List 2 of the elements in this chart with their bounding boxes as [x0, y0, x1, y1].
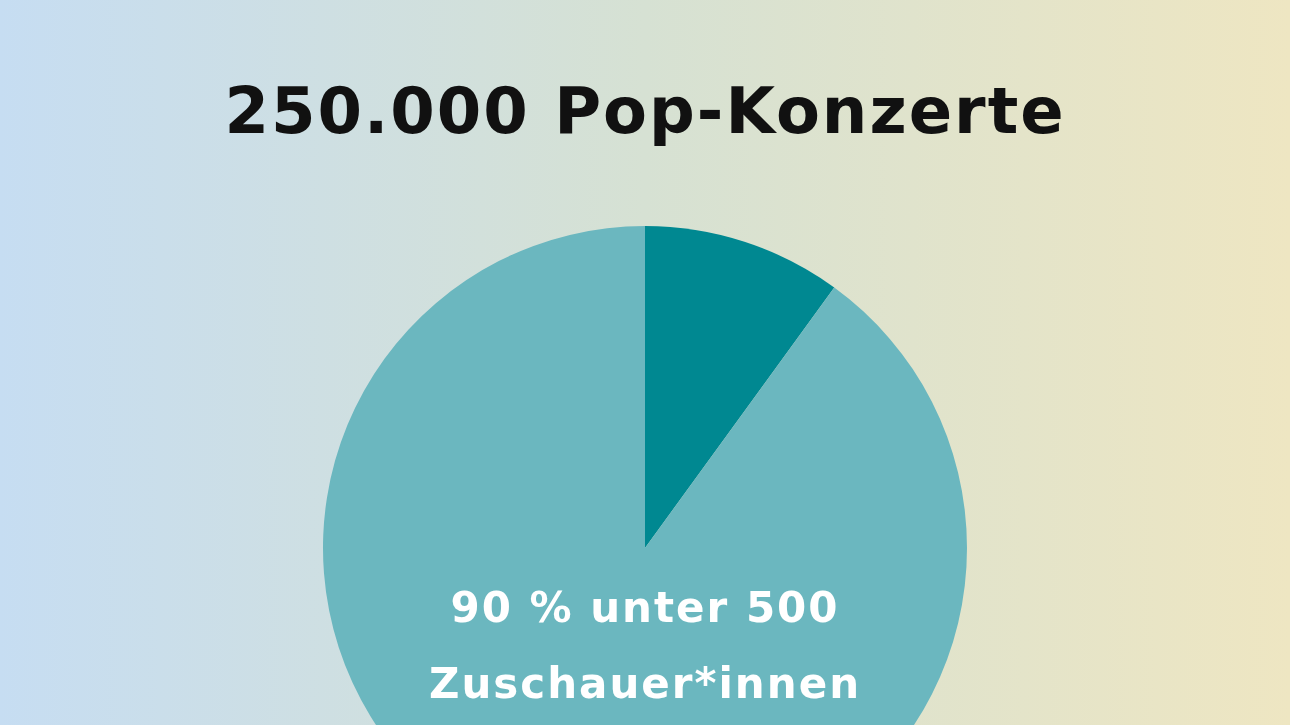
slice-label: 90 % unter 500 Zuschauer*innen — [428, 583, 862, 708]
chart-title: 250.000 Pop-Konzerte — [224, 74, 1066, 148]
